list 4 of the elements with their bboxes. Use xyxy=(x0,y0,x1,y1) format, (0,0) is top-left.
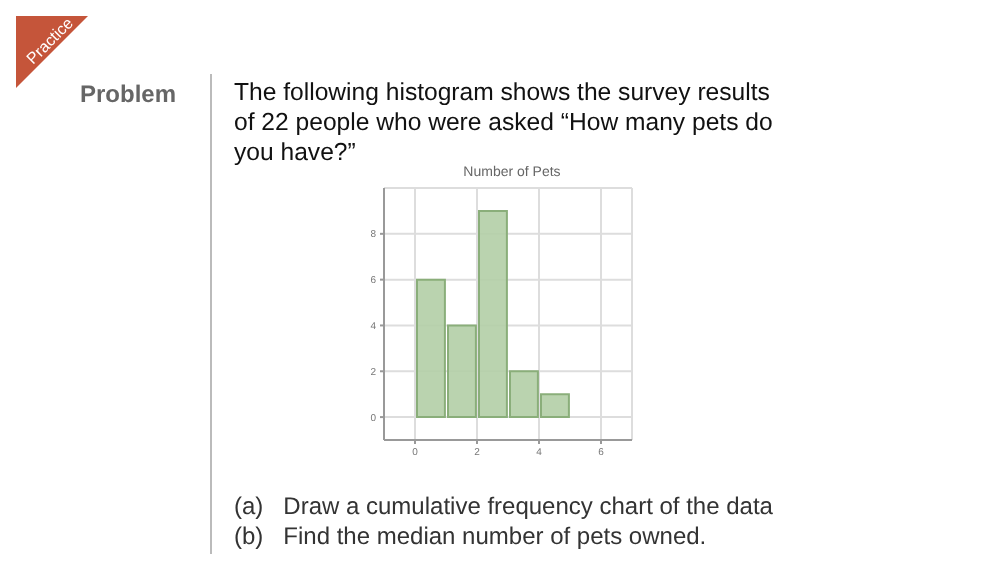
text: (a) Draw a cumulative frequency chart of the data xyxy=(234,492,773,522)
text: (b) Find the median number of pets owned. xyxy=(234,522,709,552)
text: The following histogram shows the survey results of 22 people who were asked “How many pets do you have?” xyxy=(234,78,775,166)
text: Problem xyxy=(80,80,177,108)
